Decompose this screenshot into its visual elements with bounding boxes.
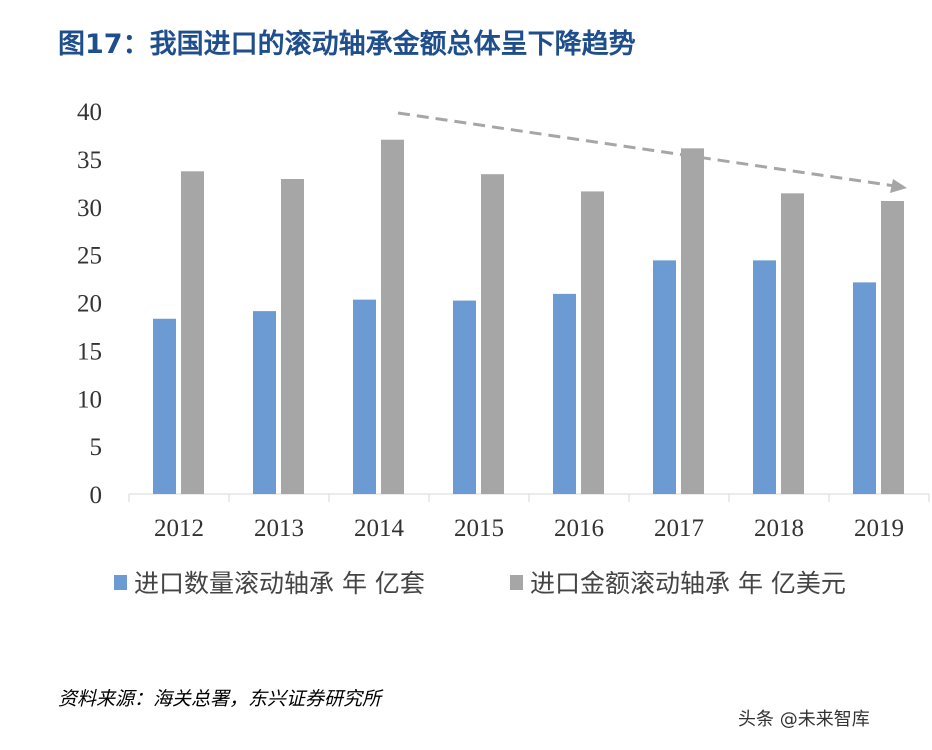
trend-arrow-line bbox=[397, 111, 896, 188]
x-tick-label: 2012 bbox=[154, 515, 204, 542]
bar-amount-2013 bbox=[281, 178, 304, 495]
bar-quantity-2013 bbox=[253, 311, 276, 494]
bar-amount-2016 bbox=[581, 191, 604, 494]
y-tick-label: 35 bbox=[77, 147, 102, 174]
trend-arrowhead bbox=[890, 179, 907, 193]
legend-swatch bbox=[114, 575, 127, 590]
x-tick-label: 2017 bbox=[654, 515, 704, 542]
bar-amount-2015 bbox=[481, 174, 504, 494]
x-tick-label: 2015 bbox=[454, 515, 504, 542]
y-tick-label: 10 bbox=[77, 386, 102, 413]
y-tick-label: 30 bbox=[77, 195, 102, 222]
bar-amount-2017 bbox=[681, 148, 704, 494]
x-tick-label: 2014 bbox=[354, 515, 405, 542]
y-tick-label: 0 bbox=[90, 482, 103, 509]
bar-quantity-2018 bbox=[753, 260, 776, 494]
bar-amount-2018 bbox=[781, 193, 804, 494]
y-tick-label: 20 bbox=[77, 291, 102, 318]
source-note: 资料来源：海关总署，东兴证券研究所 bbox=[58, 688, 382, 710]
bar-amount-2019 bbox=[881, 201, 904, 494]
y-tick-label: 5 bbox=[90, 434, 103, 461]
y-tick-label: 25 bbox=[77, 243, 102, 270]
legend-label: 进口数量滚动轴承 年 亿套 bbox=[134, 569, 425, 598]
bar-quantity-2016 bbox=[553, 293, 576, 494]
bar-amount-2014 bbox=[381, 139, 404, 494]
y-tick-label: 40 bbox=[77, 99, 102, 126]
bar-quantity-2014 bbox=[353, 299, 376, 494]
legend-label: 进口金额滚动轴承 年 亿美元 bbox=[530, 569, 846, 598]
bar-quantity-2019 bbox=[853, 282, 876, 494]
x-tick-label: 2013 bbox=[254, 515, 304, 542]
legend-swatch bbox=[510, 575, 523, 590]
bar-quantity-2012 bbox=[153, 318, 176, 494]
x-tick-label: 2016 bbox=[554, 515, 604, 542]
chart-title: 图17：我国进口的滚动轴承金额总体呈下降趋势 bbox=[58, 29, 636, 60]
bar-amount-2012 bbox=[181, 171, 204, 494]
bar-quantity-2017 bbox=[653, 260, 676, 494]
bar-quantity-2015 bbox=[453, 300, 476, 494]
x-tick-label: 2019 bbox=[854, 515, 904, 542]
watermark: 头条 @未来智库 bbox=[738, 709, 870, 730]
x-tick-label: 2018 bbox=[754, 515, 804, 542]
y-tick-label: 15 bbox=[77, 338, 102, 365]
